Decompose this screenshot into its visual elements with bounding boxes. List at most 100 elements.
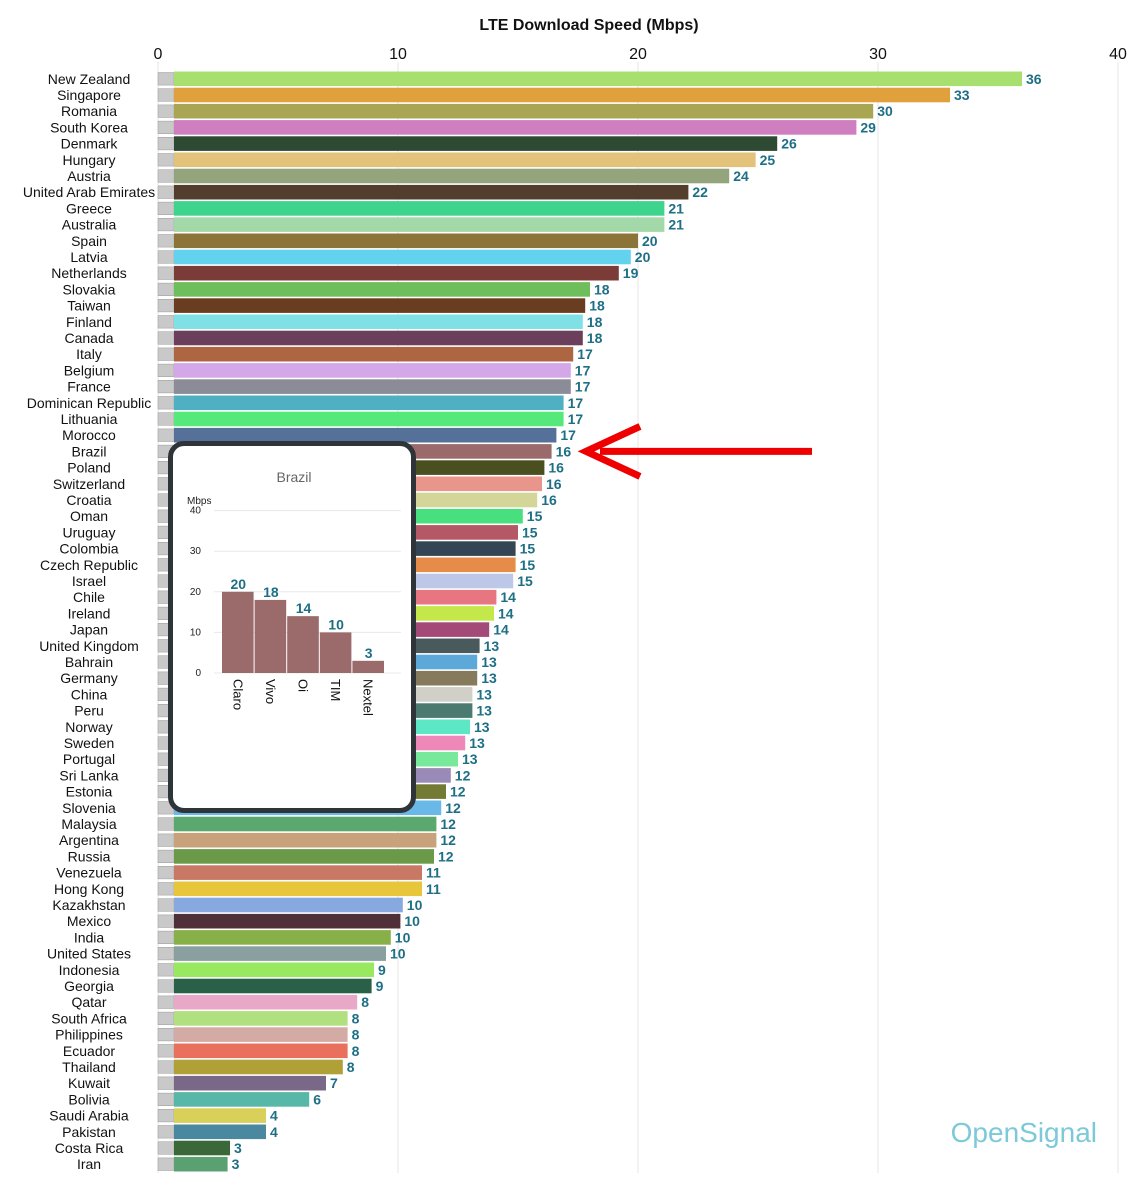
bar <box>174 1075 326 1091</box>
category-label: Croatia <box>66 492 111 508</box>
chart-title: LTE Download Speed (Mbps) <box>479 17 698 34</box>
category-label: Kuwait <box>68 1075 110 1091</box>
value-label: 8 <box>352 1043 360 1059</box>
flag-icon <box>157 428 175 442</box>
category-label: Georgia <box>64 978 114 994</box>
flag-icon <box>157 331 175 345</box>
bar <box>174 897 403 913</box>
bar <box>174 1140 230 1156</box>
category-label: India <box>74 929 105 945</box>
bar <box>174 1092 310 1107</box>
flag-icon <box>157 1011 175 1025</box>
category-label: Bolivia <box>68 1091 109 1107</box>
bar <box>174 120 857 135</box>
category-label: Lithuania <box>61 411 118 427</box>
bar-group-netherlands: Netherlands 19 <box>51 265 638 281</box>
bar-group-india: India 10 <box>74 929 411 945</box>
category-label: Hungary <box>63 152 116 168</box>
inset-value-label: 18 <box>263 584 279 600</box>
value-label: 13 <box>469 735 485 751</box>
category-label: Venezuela <box>56 865 122 881</box>
inset-y-unit: Mbps <box>187 496 211 507</box>
category-label: Netherlands <box>51 265 127 281</box>
category-label: Sweden <box>64 735 115 751</box>
bar <box>174 1027 348 1042</box>
category-label: Germany <box>60 670 118 686</box>
bar-group-mexico: Mexico 10 <box>67 913 420 929</box>
category-label: Latvia <box>70 249 108 265</box>
category-label: Spain <box>71 233 107 249</box>
value-label: 25 <box>760 152 776 168</box>
bar-group-spain: Spain 20 <box>71 233 658 249</box>
value-label: 13 <box>481 654 497 670</box>
bar <box>174 217 665 232</box>
bar <box>174 379 571 394</box>
category-label: Switzerland <box>53 476 125 492</box>
value-label: 21 <box>668 217 684 233</box>
category-label: Finland <box>66 314 112 330</box>
flag-icon <box>157 1044 175 1058</box>
inset-value-label: 14 <box>296 600 312 616</box>
flag-icon <box>157 882 175 896</box>
category-label: Argentina <box>59 832 119 848</box>
flag-icon <box>157 412 175 426</box>
bar <box>174 265 619 281</box>
category-label: Uruguay <box>63 524 116 540</box>
value-label: 30 <box>877 103 893 119</box>
flag-icon <box>157 266 175 280</box>
bar-group-romania: Romania 30 <box>61 103 893 119</box>
bar-group-kuwait: Kuwait 7 <box>68 1075 338 1091</box>
flag-icon <box>157 1109 175 1123</box>
flag-icon <box>157 866 175 880</box>
flag-icon <box>157 1125 175 1139</box>
bar <box>174 395 564 411</box>
flag-icon <box>157 1028 175 1042</box>
value-label: 15 <box>517 573 533 589</box>
bar <box>174 184 689 200</box>
bar-group-united-states: United States 10 <box>47 946 406 962</box>
bar-group-australia: Australia 21 <box>62 217 684 233</box>
bar <box>174 881 422 897</box>
value-label: 18 <box>587 314 603 330</box>
category-label: Bahrain <box>65 654 113 670</box>
value-label: 29 <box>860 119 876 135</box>
bar <box>174 832 437 848</box>
inset-y-tick-10: 10 <box>190 627 202 638</box>
value-label: 20 <box>635 249 651 265</box>
flag-icon <box>157 817 175 831</box>
value-label: 20 <box>642 233 658 249</box>
inset-category-label: Claro <box>230 679 245 710</box>
value-label: 7 <box>330 1075 338 1091</box>
value-label: 9 <box>378 962 386 978</box>
bar-group-dominican-republic: Dominican Republic 17 <box>27 395 584 411</box>
flag-icon <box>157 930 175 944</box>
category-label: Greece <box>66 200 112 216</box>
value-label: 11 <box>426 865 441 881</box>
bar-group-south-africa: South Africa 8 <box>51 1010 359 1026</box>
category-label: Pakistan <box>62 1124 116 1140</box>
bar-group-belgium: Belgium 17 <box>64 362 591 378</box>
category-label: Norway <box>65 719 112 735</box>
value-label: 12 <box>438 848 454 864</box>
bar-group-qatar: Qatar 8 <box>71 994 369 1010</box>
value-label: 4 <box>270 1124 278 1140</box>
flag-icon <box>157 898 175 912</box>
flag-icon <box>157 1141 175 1155</box>
category-label: Oman <box>70 508 108 524</box>
brazil-inset-card: Brazil Mbps 0 10 20 30 40 20 Claro 18 Vivo 14 Oi 10 TI… <box>168 441 416 813</box>
value-label: 8 <box>352 1027 360 1043</box>
flag-icon <box>157 380 175 394</box>
inset-value-label: 3 <box>365 645 373 661</box>
value-label: 8 <box>347 1059 355 1075</box>
bar-group-hungary: Hungary 25 <box>63 152 776 168</box>
bar <box>174 87 950 103</box>
inset-bar-claro <box>222 591 254 673</box>
category-label: Canada <box>64 330 113 346</box>
value-label: 11 <box>426 881 441 897</box>
category-label: Austria <box>67 168 111 184</box>
inset-bar-tim <box>319 632 352 673</box>
bar <box>174 427 557 443</box>
bar <box>174 411 564 427</box>
bar-group-lithuania: Lithuania 17 <box>61 411 584 427</box>
arrow-head <box>577 423 642 480</box>
